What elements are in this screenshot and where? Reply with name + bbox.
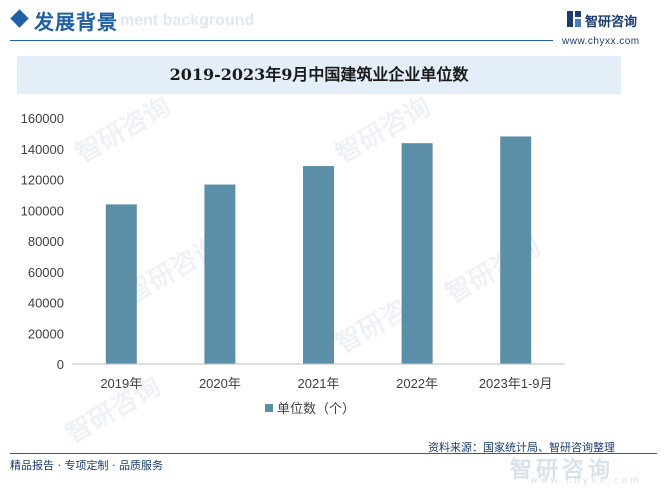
diamond-icon xyxy=(10,9,29,28)
x-tick-label: 2022年 xyxy=(396,376,438,391)
bar xyxy=(401,143,433,364)
header-watermark-text: ment background xyxy=(120,12,255,29)
bar xyxy=(105,204,137,364)
bar xyxy=(303,166,334,364)
page-title: 发展背景 xyxy=(34,10,118,34)
y-tick-label: 40000 xyxy=(28,296,64,311)
footer-divider xyxy=(10,453,657,454)
logo-text: 智研咨询 xyxy=(585,15,638,30)
y-tick-label: 60000 xyxy=(28,265,64,280)
y-tick-label: 0 xyxy=(57,357,64,372)
footer-tagline: 精品报告 · 专项定制 · 品质服务 xyxy=(10,459,163,472)
bar xyxy=(204,184,236,364)
x-tick-label: 2021年 xyxy=(298,376,340,391)
legend-swatch xyxy=(265,404,273,412)
y-tick-label: 160000 xyxy=(21,111,64,126)
x-tick-label: 2023年1-9月 xyxy=(479,376,553,391)
y-tick-label: 80000 xyxy=(28,234,64,249)
x-tick-label: 2020年 xyxy=(199,376,241,391)
y-tick-label: 20000 xyxy=(28,326,64,341)
bottom-watermark-text: 智研咨询 xyxy=(510,458,615,483)
bar-chart: 0 20000 40000 60000 80000 100000 120000 140000 1… xyxy=(21,111,565,416)
chart-title: 2019-2023年9月中国建筑业企业单位数 xyxy=(169,65,469,84)
logo-icon xyxy=(567,11,581,27)
y-tick-label: 100000 xyxy=(21,203,64,218)
logo-url: www.chyxx.com xyxy=(562,36,640,47)
y-tick-label: 120000 xyxy=(21,173,64,188)
source-note: 资料来源：国家统计局、智研咨询整理 xyxy=(428,441,615,454)
bottom-watermark-url: www.chyxx.com xyxy=(530,476,642,486)
page-header: ment background 发展背景 智研咨询 www.chyxx.com xyxy=(0,0,667,47)
legend-label: 单位数（个） xyxy=(277,401,355,416)
y-tick-label: 140000 xyxy=(21,142,64,157)
x-tick-label: 2019年 xyxy=(100,376,142,391)
header-divider xyxy=(10,40,553,41)
bar xyxy=(500,136,532,364)
chart-title-bar: 2019-2023年9月中国建筑业企业单位数 xyxy=(17,56,621,94)
